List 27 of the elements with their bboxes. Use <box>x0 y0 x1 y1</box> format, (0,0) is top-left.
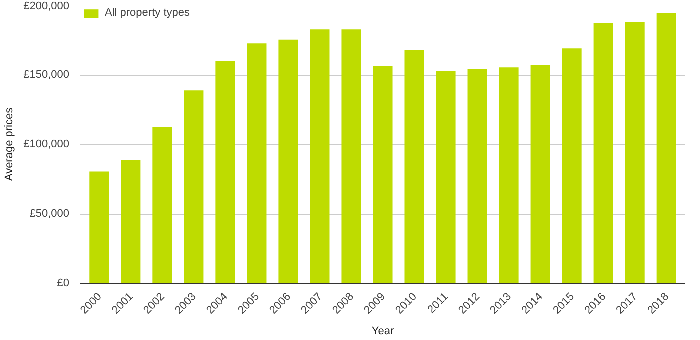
bar <box>404 50 424 284</box>
bar <box>436 72 456 284</box>
bar <box>121 160 141 284</box>
bar <box>562 48 582 284</box>
bar <box>499 68 519 284</box>
y-tick-label: £50,000 <box>30 208 70 220</box>
x-axis-title: Year <box>372 325 394 338</box>
bar <box>152 127 172 284</box>
y-tick-label: £150,000 <box>24 69 70 81</box>
bar <box>216 61 236 284</box>
bar <box>594 23 614 284</box>
legend-label: All property types <box>105 7 190 19</box>
bar <box>184 90 204 284</box>
y-tick-label: £100,000 <box>24 138 70 150</box>
bar <box>90 172 110 284</box>
bar <box>468 69 488 284</box>
bar <box>247 44 267 284</box>
y-axis-title: Average prices <box>4 107 16 182</box>
y-tick-label: £0 <box>57 278 70 290</box>
y-tick-label: £200,000 <box>24 0 70 12</box>
bar <box>373 66 393 284</box>
bar <box>310 30 330 284</box>
bar <box>625 22 645 284</box>
bar <box>530 65 550 284</box>
bar <box>342 30 362 284</box>
bar <box>278 40 298 284</box>
bar <box>656 13 676 284</box>
